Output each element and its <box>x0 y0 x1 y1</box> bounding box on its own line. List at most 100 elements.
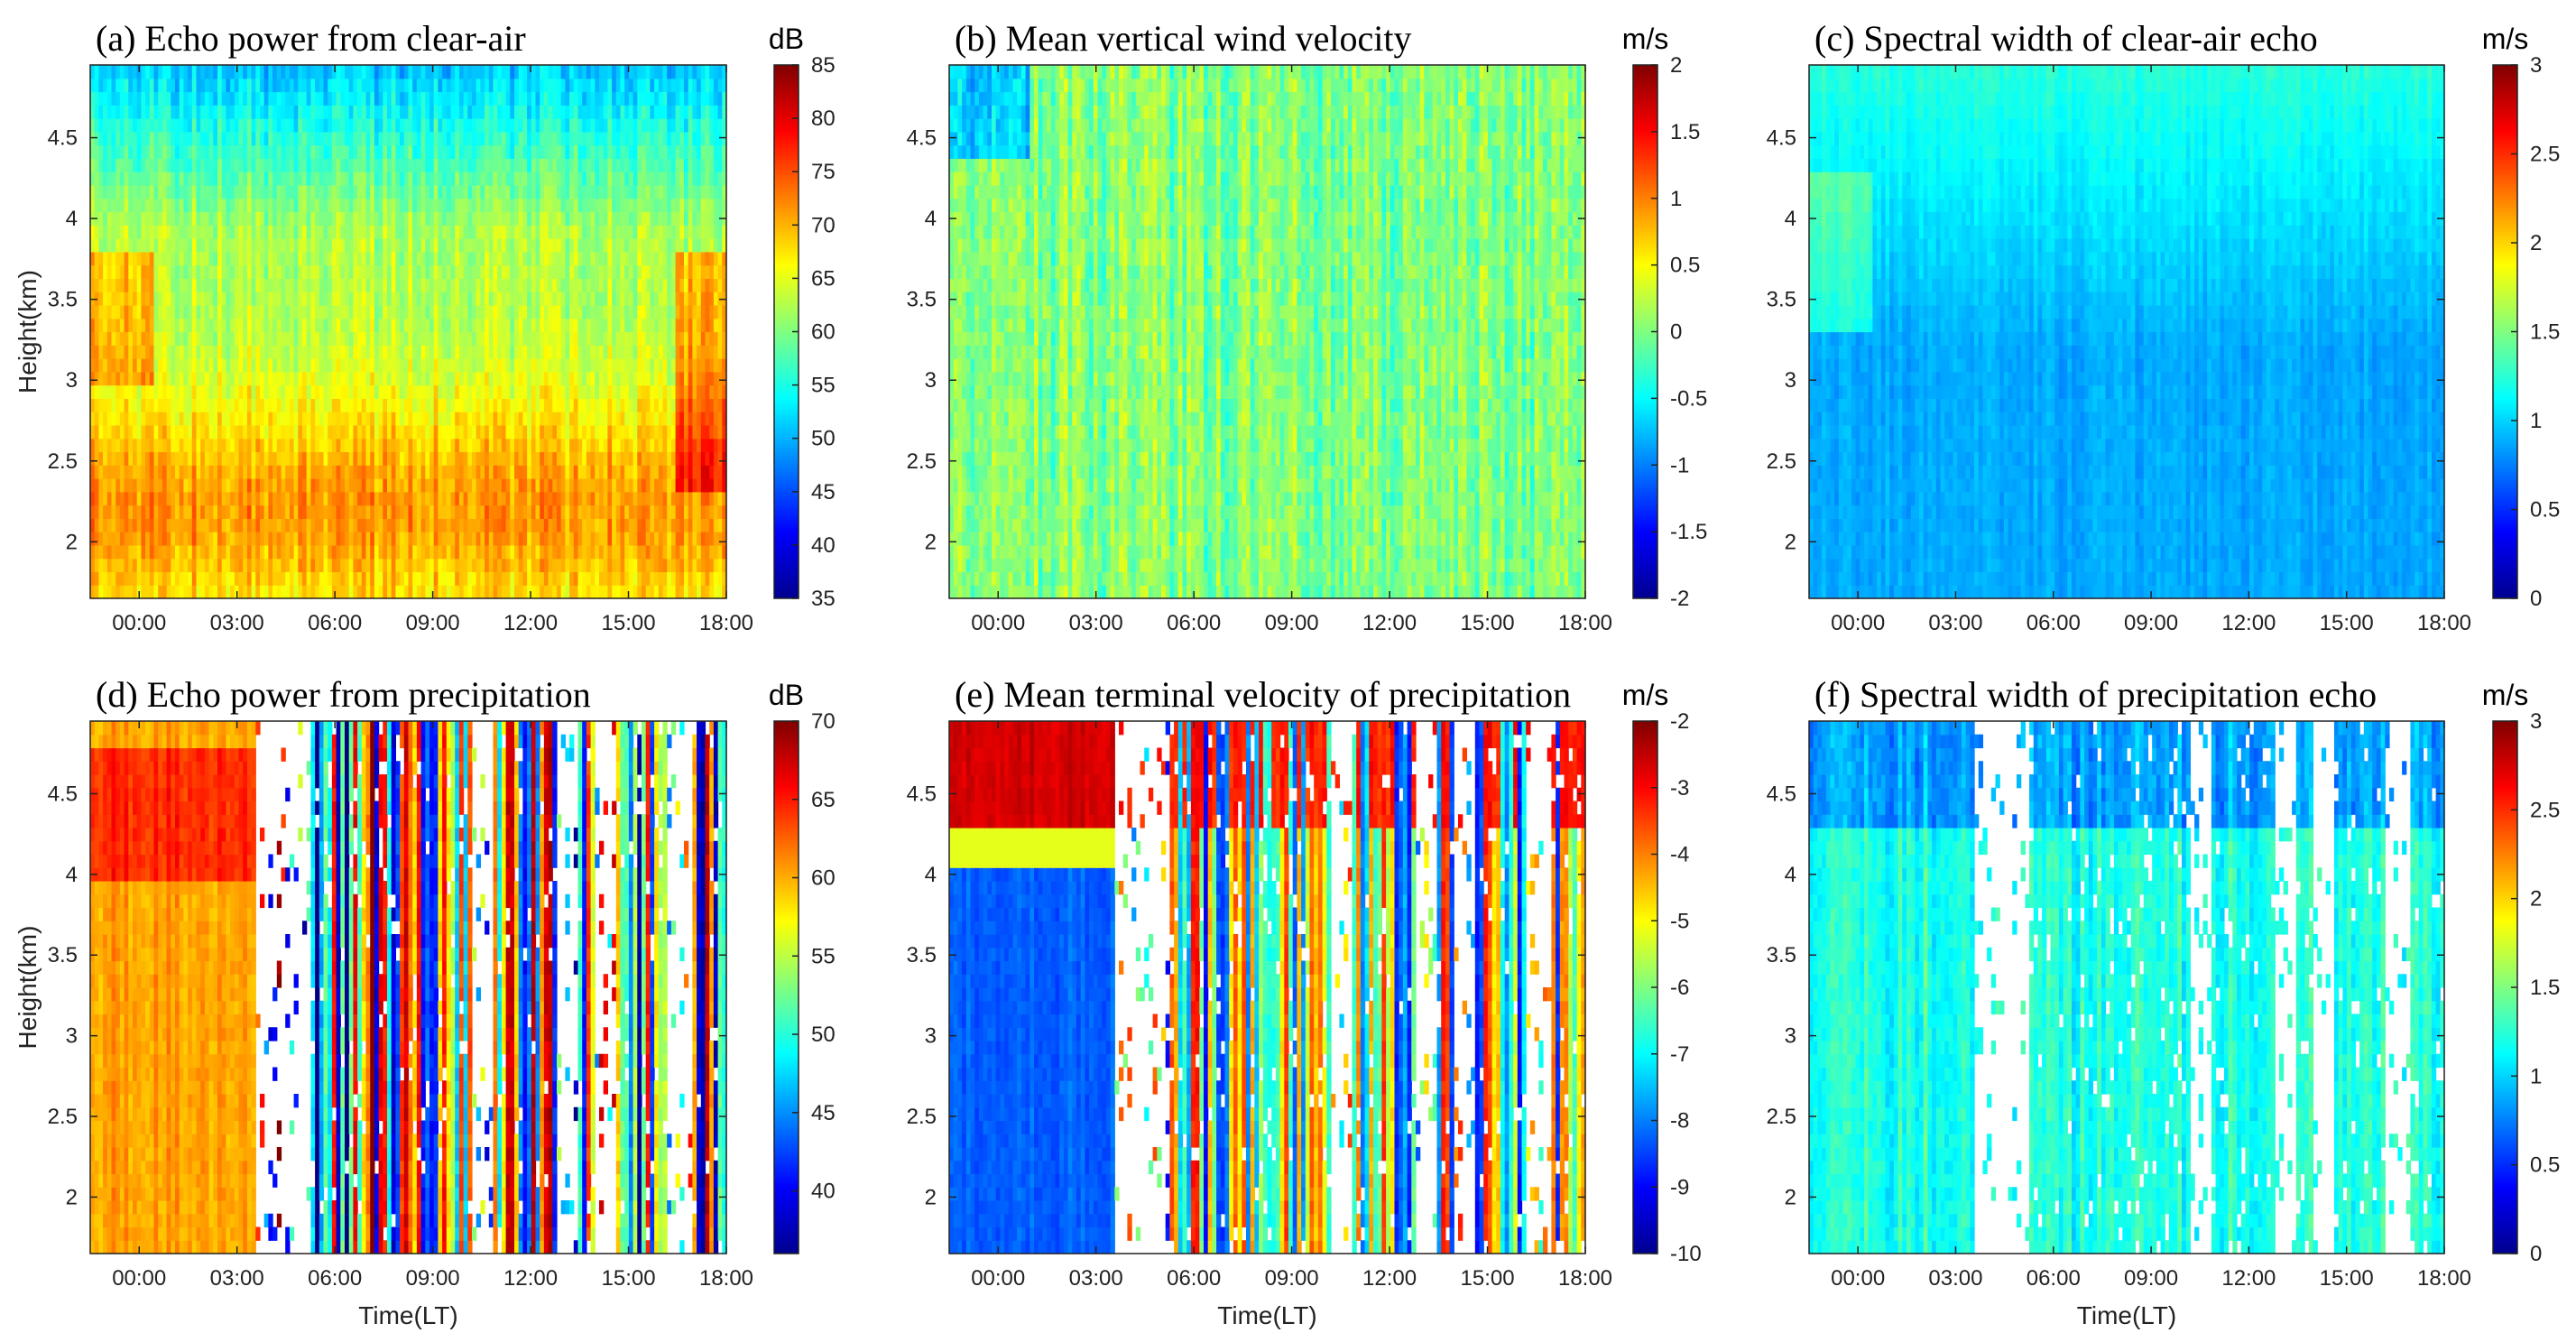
heatmap-cell <box>494 212 498 226</box>
heatmap-cell <box>429 92 434 106</box>
heatmap-cell <box>209 319 214 332</box>
heatmap-cell <box>315 465 319 478</box>
heatmap-cell <box>260 332 264 346</box>
heatmap-cell <box>459 451 464 465</box>
heatmap-cell <box>209 332 214 346</box>
heatmap-cell <box>235 571 239 585</box>
heatmap-cell <box>150 545 154 559</box>
heatmap-cell <box>612 252 616 265</box>
heatmap-cell <box>561 105 566 118</box>
heatmap-cell <box>510 332 514 346</box>
heatmap-cell <box>582 212 586 226</box>
heatmap-cell <box>362 65 366 79</box>
heatmap-cell <box>578 398 583 412</box>
heatmap-cell <box>252 278 256 292</box>
heatmap-cell <box>107 158 112 171</box>
heatmap-cell <box>252 252 256 265</box>
heatmap-cell <box>464 278 468 292</box>
heatmap-cell <box>255 518 260 532</box>
heatmap-cell <box>565 278 569 292</box>
heatmap-cell <box>549 345 553 358</box>
heatmap-cell <box>167 372 171 385</box>
heatmap-cell <box>612 385 616 399</box>
heatmap-cell <box>519 171 523 185</box>
heatmap-cell <box>472 319 476 332</box>
heatmap-cell <box>400 278 404 292</box>
heatmap-cell <box>180 145 184 159</box>
heatmap-cell <box>252 345 256 358</box>
heatmap-cell <box>519 385 523 399</box>
heatmap-cell <box>374 265 379 279</box>
heatmap-cell <box>578 492 583 505</box>
heatmap-cell <box>400 571 404 585</box>
heatmap-cell <box>578 532 583 545</box>
heatmap-cell <box>374 559 379 572</box>
heatmap-cell <box>230 292 235 305</box>
heatmap-cell <box>260 319 264 332</box>
heatmap-cell <box>235 372 239 385</box>
heatmap-cell <box>582 412 586 425</box>
heatmap-cell <box>171 425 175 439</box>
heatmap-cell <box>514 118 519 132</box>
heatmap-cell <box>268 585 272 598</box>
heatmap-cell <box>319 225 324 238</box>
heatmap-cell <box>107 412 112 425</box>
heatmap-cell <box>506 132 511 145</box>
heatmap-cell <box>485 278 489 292</box>
heatmap-cell <box>154 439 159 452</box>
heatmap-cell <box>565 358 569 372</box>
heatmap-cell <box>128 212 133 226</box>
heatmap-cell <box>247 265 252 279</box>
heatmap-cell <box>247 425 252 439</box>
heatmap-cell <box>298 532 302 545</box>
heatmap-cell <box>171 439 175 452</box>
heatmap-cell <box>459 132 464 145</box>
heatmap-cell <box>357 305 362 319</box>
heatmap-cell <box>315 492 319 505</box>
heatmap-cell <box>519 252 523 265</box>
heatmap-cell <box>307 199 311 212</box>
heatmap-cell <box>125 385 129 399</box>
heatmap-cell <box>400 319 404 332</box>
heatmap-cell <box>412 105 417 118</box>
heatmap-cell <box>268 79 272 92</box>
heatmap-cell <box>180 559 184 572</box>
heatmap-cell <box>285 465 290 478</box>
heatmap-cell <box>137 199 142 212</box>
heatmap-cell <box>141 505 145 519</box>
heatmap-cell <box>510 185 514 199</box>
heatmap-cell <box>268 505 272 519</box>
heatmap-cell <box>586 278 591 292</box>
heatmap-cell <box>310 105 315 118</box>
heatmap-cell <box>417 372 421 385</box>
heatmap-cell <box>95 305 99 319</box>
heatmap-cell <box>183 278 188 292</box>
heatmap-cell <box>200 358 205 372</box>
heatmap-cell <box>379 585 383 598</box>
heatmap-cell <box>213 278 217 292</box>
heatmap-cell <box>476 199 481 212</box>
heatmap-cell <box>400 585 404 598</box>
heatmap-cell <box>494 65 498 79</box>
heatmap-cell <box>552 332 557 346</box>
heatmap-cell <box>421 212 426 226</box>
heatmap-cell <box>434 425 439 439</box>
heatmap-cell <box>442 372 447 385</box>
heatmap-cell <box>268 199 272 212</box>
heatmap-cell <box>387 465 392 478</box>
heatmap-cell <box>349 465 354 478</box>
heatmap-cell <box>268 265 272 279</box>
heatmap-cell <box>167 92 171 106</box>
heatmap-cell <box>502 465 506 478</box>
heatmap-cell <box>565 238 569 252</box>
heatmap-cell <box>345 345 349 358</box>
heatmap-cell <box>307 252 311 265</box>
heatmap-cell <box>115 132 120 145</box>
heatmap-cell <box>128 145 133 159</box>
heatmap-cell <box>557 171 561 185</box>
heatmap-cell <box>171 171 175 185</box>
heatmap-cell <box>404 412 409 425</box>
heatmap-cell <box>230 171 235 185</box>
heatmap-cell <box>595 358 599 372</box>
heatmap-cell <box>112 185 116 199</box>
